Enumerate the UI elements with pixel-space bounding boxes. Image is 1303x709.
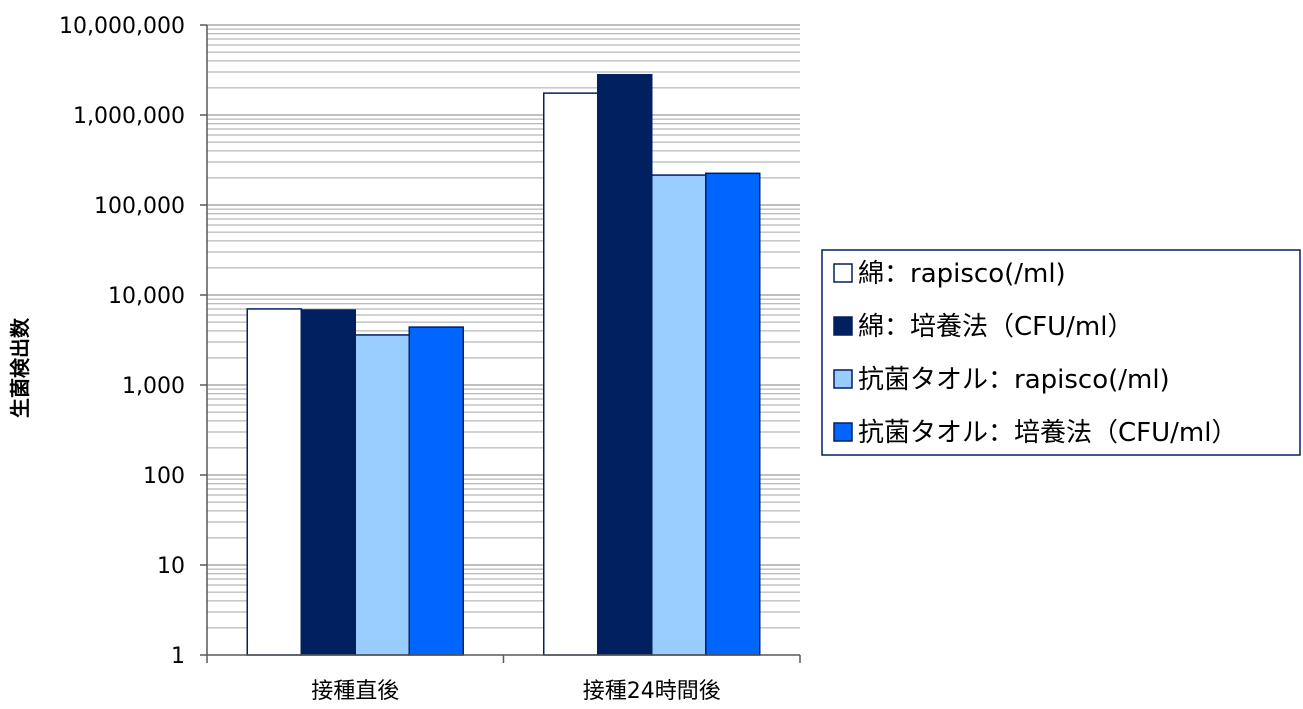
bar bbox=[408, 326, 464, 656]
bar bbox=[705, 172, 761, 656]
y-tick-label: 1 bbox=[171, 644, 185, 669]
y-tick-label: 10 bbox=[157, 554, 185, 579]
x-category-labels: 接種直後 接種24時間後 bbox=[311, 679, 721, 704]
y-axis-label: 生菌検出数 bbox=[8, 317, 32, 418]
y-tick-labels: 1 10 100 1,000 10,000 100,000 1,000,000 10,000,… bbox=[59, 14, 185, 669]
bar bbox=[300, 309, 356, 656]
bar bbox=[246, 308, 302, 656]
bar bbox=[543, 92, 599, 656]
x-category-label: 接種直後 bbox=[311, 679, 399, 704]
legend-swatch bbox=[833, 369, 853, 389]
y-tick-label: 1,000 bbox=[122, 374, 185, 399]
bar bbox=[597, 74, 653, 656]
legend-swatch bbox=[833, 263, 853, 283]
y-tick-label: 100,000 bbox=[94, 194, 185, 219]
legend-entry-label: 抗菌タオル：rapisco(/ml) bbox=[858, 365, 1170, 395]
bar bbox=[354, 334, 410, 656]
y-tick-label: 10,000,000 bbox=[59, 14, 185, 39]
y-tick-label: 1,000,000 bbox=[73, 104, 185, 129]
bar bbox=[651, 174, 707, 656]
legend-swatch bbox=[833, 316, 853, 336]
legend-box bbox=[821, 249, 1301, 456]
bars bbox=[246, 74, 761, 656]
legend-entry-label: 綿：rapisco(/ml) bbox=[858, 259, 1066, 289]
legend: 綿：rapisco(/ml) 綿：培養法（CFU/ml） 抗菌タオル：rapisco… bbox=[821, 249, 1301, 456]
axes bbox=[200, 24, 801, 663]
x-category-label: 接種24時間後 bbox=[583, 679, 721, 704]
y-tick-label: 10,000 bbox=[108, 284, 185, 309]
legend-swatch bbox=[833, 422, 853, 442]
legend-entry-label: 抗菌タオル：培養法（CFU/ml） bbox=[858, 418, 1237, 448]
y-tick-label: 100 bbox=[143, 464, 185, 489]
legend-entry-label: 綿：培養法（CFU/ml） bbox=[858, 312, 1133, 342]
